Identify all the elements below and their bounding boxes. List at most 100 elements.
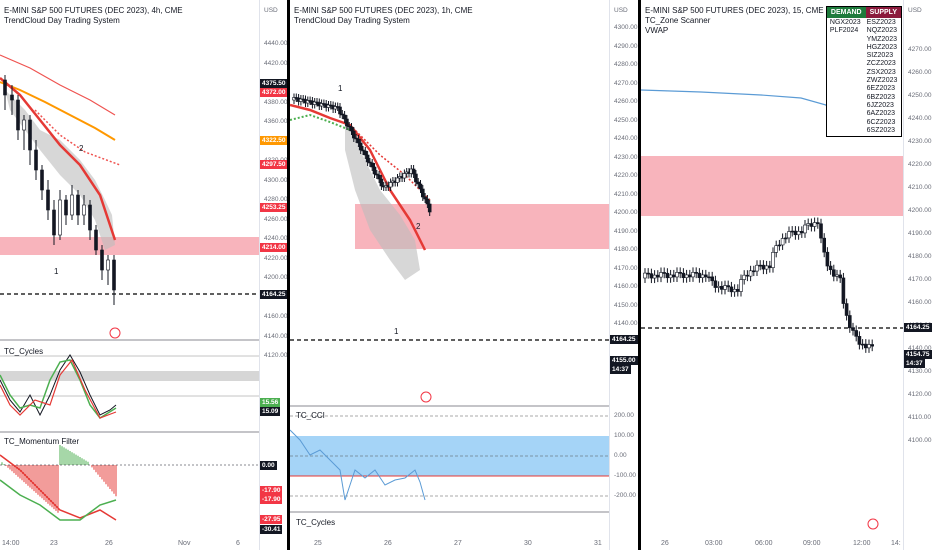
supply-symbol: ZSX2023 (866, 68, 896, 76)
chart-canvas-15m[interactable] (641, 0, 932, 550)
candle (388, 182, 393, 188)
price-tick: 4290.00 (614, 42, 638, 50)
candle (700, 274, 705, 279)
candle (758, 264, 762, 267)
chart-canvas-1h[interactable] (290, 0, 638, 550)
chart-canvas-4h[interactable] (0, 0, 287, 550)
x-label: 14: (891, 540, 901, 547)
price-tag: 4322.50 (260, 136, 287, 145)
candle (649, 273, 654, 279)
candle (780, 238, 785, 246)
price-tick: 4100.00 (908, 437, 932, 444)
supply-symbol: NQZ2023 (866, 27, 897, 35)
candle (694, 272, 699, 274)
price-tick: 4120.00 (264, 352, 287, 359)
candle (345, 118, 349, 127)
price-tick: 4220.00 (614, 172, 638, 179)
candle (112, 259, 116, 291)
candle (52, 209, 56, 236)
candle (662, 272, 667, 274)
x-label: 25 (314, 540, 322, 547)
candle (742, 274, 746, 280)
chart-pane-1h[interactable]: E-MINI S&P 500 FUTURES (DEC 2023), 1h, C… (290, 0, 638, 550)
supply-symbol: ESZ2023 (866, 19, 896, 26)
candle (340, 113, 345, 116)
event-marker (867, 518, 879, 530)
x-label: 26 (105, 540, 113, 547)
candle (764, 265, 769, 270)
x-label: 27 (454, 540, 462, 547)
indicator-tag: -17.90 (260, 495, 283, 504)
candle (94, 229, 98, 251)
candle (414, 173, 418, 183)
candle (771, 252, 775, 268)
candle (76, 194, 80, 216)
candle (377, 174, 381, 180)
x-label: 06:00 (755, 540, 773, 547)
candle (365, 154, 370, 163)
candle (745, 274, 750, 277)
candle (784, 237, 788, 240)
trend-cloud (5, 90, 115, 250)
stop-markers (34, 109, 121, 166)
pane-divider[interactable] (287, 0, 290, 550)
candle (755, 264, 759, 272)
chart-pane-4h[interactable]: E-MINI S&P 500 FUTURES (DEC 2023), 4h, C… (0, 0, 287, 550)
price-axis[interactable]: USD 4300.00 4290.00 4280.00 4270.00 4260.00 4… (609, 0, 638, 550)
price-tick: 4190.00 (614, 227, 638, 235)
candle (656, 274, 660, 278)
candle (748, 270, 753, 277)
cci-tick: 100.00 (614, 432, 634, 439)
cycles-signal (0, 359, 117, 419)
chart-pane-15m[interactable]: E-MINI S&P 500 FUTURES (DEC 2023), 15, C… (641, 0, 932, 550)
price-tick: 4270.00 (908, 46, 932, 53)
candle (418, 183, 423, 190)
candle (787, 231, 791, 239)
cci-line (290, 429, 426, 501)
candle (351, 130, 356, 139)
candle (675, 272, 679, 278)
price-tick: 4160.00 (614, 283, 638, 290)
candle (828, 265, 833, 271)
price-tick: 4240.00 (264, 235, 287, 242)
candle (342, 114, 347, 120)
demand-list: NGX2023 PLF2024 (827, 18, 864, 136)
price-axis[interactable]: USD 4440.004420.004400.004380.004360.004… (259, 0, 287, 550)
price-tick: 4420.00 (264, 59, 287, 67)
price-tick: 4210.00 (908, 184, 932, 191)
price-tag: 4164.25 (904, 323, 932, 332)
supply-symbol: 6AZ2023 (866, 110, 896, 118)
supply-zone (641, 156, 903, 216)
price-tick: 4270.00 (614, 79, 638, 87)
price-tick: 4180.00 (908, 253, 932, 260)
candle (825, 251, 830, 267)
candle (803, 224, 807, 234)
x-label: 23 (50, 540, 58, 547)
x-label: Nov (178, 540, 191, 547)
price-tick: 4250.00 (614, 116, 638, 124)
candle (379, 178, 384, 187)
candle (870, 344, 874, 347)
candle (768, 265, 772, 268)
candle (774, 245, 778, 253)
event-marker (420, 391, 432, 403)
price-axis[interactable]: USD 4270.00 4260.00 4250.00 4240.00 4230.00 4… (903, 0, 932, 550)
wave-label: 1 (338, 84, 343, 93)
candle (106, 259, 110, 271)
candle (28, 119, 32, 151)
candle (82, 204, 86, 216)
price-tag: 4155.00 (610, 356, 638, 365)
trend-line (290, 103, 427, 251)
candle (100, 249, 104, 271)
candle (64, 199, 68, 216)
candle (793, 230, 798, 236)
candle (841, 277, 846, 304)
candle (752, 270, 756, 273)
price-tick: 4300.00 (264, 176, 287, 184)
price-tick: 4130.00 (908, 368, 932, 375)
orange-ma (0, 81, 116, 141)
candle (354, 137, 358, 140)
pane-divider[interactable] (638, 0, 641, 550)
price-tick: 4230.00 (908, 138, 932, 145)
buy-markers (290, 113, 351, 131)
